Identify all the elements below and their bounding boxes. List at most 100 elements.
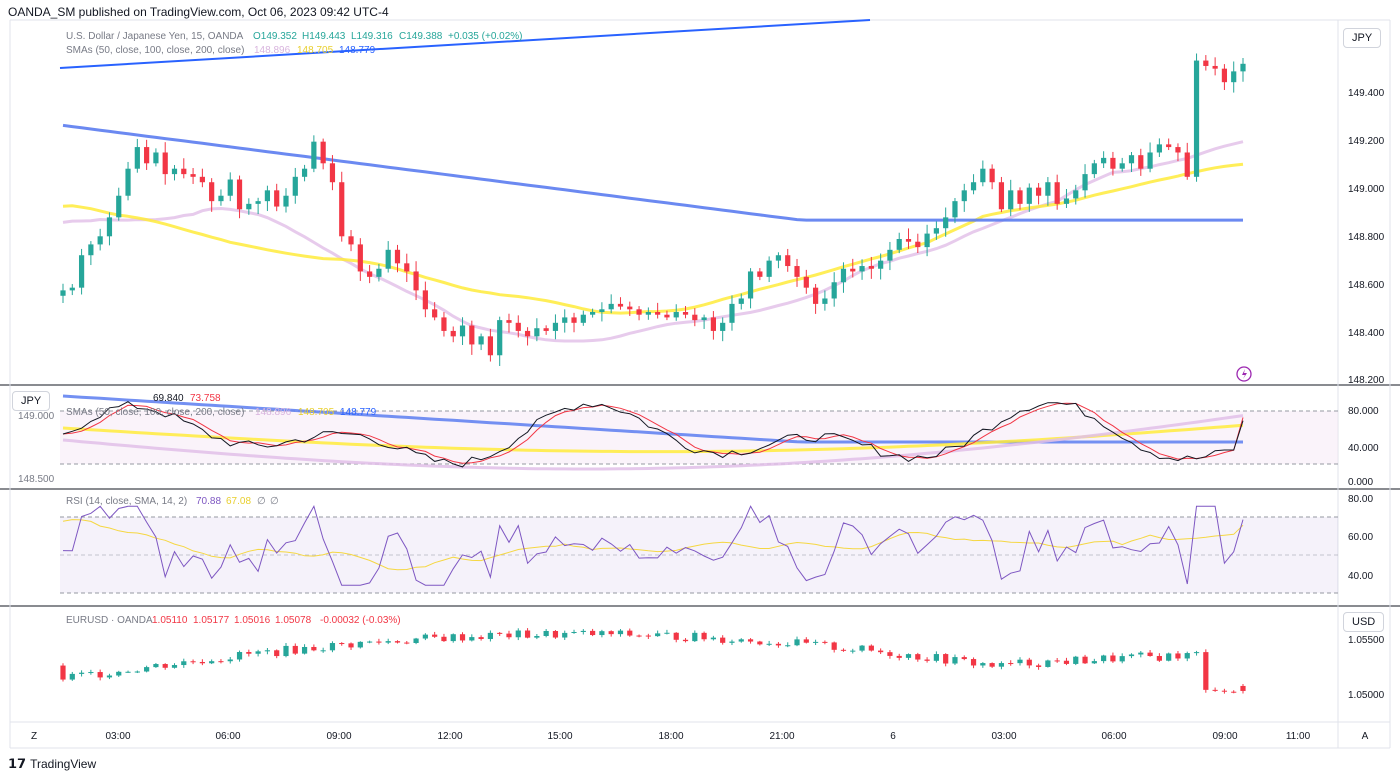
candle-body	[645, 312, 651, 315]
eurusd-candle-body	[692, 632, 698, 642]
candle-body	[552, 322, 559, 331]
candle-body	[292, 176, 298, 196]
eurusd-candle-body	[1110, 655, 1116, 662]
price-tick: 149.200	[1348, 136, 1385, 147]
footer-brand[interactable]: 𝟭𝟳 TradingView	[8, 756, 96, 772]
candle-body	[441, 317, 447, 331]
candle-body	[385, 249, 391, 269]
candle-body	[980, 168, 986, 183]
candle-body	[404, 263, 410, 272]
eurusd-candle-body	[116, 671, 122, 676]
publish-header: OANDA_SM published on TradingView.com, O…	[8, 5, 389, 19]
candle-body	[144, 147, 150, 164]
eurusd-high: 1.05177	[193, 615, 230, 626]
time-tick: 15:00	[547, 731, 572, 742]
time-tick: 09:00	[1212, 731, 1237, 742]
candle-body	[1156, 144, 1162, 153]
eurusd-candle-body	[590, 630, 596, 636]
candle-body	[394, 249, 401, 264]
eurusd-close: 1.05078	[275, 615, 312, 626]
eurusd-label: EURUSD · OANDA	[66, 615, 153, 626]
eurusd-candle-body	[274, 650, 280, 657]
candle-body	[422, 290, 428, 310]
eurusd-pane[interactable]	[60, 628, 1246, 694]
candle-body	[812, 287, 819, 304]
candle-body	[311, 141, 317, 169]
eurusd-candle-body	[747, 639, 754, 642]
eurusd-candle-body	[627, 630, 633, 636]
eurusd-candle-body	[924, 659, 930, 661]
candle-body	[329, 163, 336, 183]
eurusd-candle-body	[459, 634, 466, 641]
rsi-label: RSI (14, close, SMA, 14, 2)	[66, 496, 187, 507]
eurusd-candle-body	[190, 661, 196, 663]
candle-body	[1212, 65, 1218, 69]
candle-body	[822, 298, 828, 304]
candle-body	[1240, 63, 1246, 72]
eurusd-candle-body	[311, 646, 317, 651]
trend-line[interactable]	[59, 19, 871, 69]
eurusd-candle-body	[682, 639, 689, 642]
candle-body	[357, 244, 363, 272]
eurusd-candle-body	[562, 632, 568, 638]
auto-scale-button[interactable]: A	[1362, 731, 1369, 742]
eurusd-candle-body	[933, 654, 939, 661]
eurusd-candle-body	[292, 645, 298, 654]
rsi-sma-line	[62, 519, 1244, 571]
sma-lines	[62, 123, 1244, 343]
price-tick: 148.200	[1348, 375, 1385, 386]
sma100-line	[62, 162, 1244, 315]
eurusd-candle-body	[617, 630, 624, 635]
eurusd-candle-body	[97, 672, 103, 678]
rsi-na-2: ∅	[270, 496, 279, 507]
candle-body	[1166, 144, 1172, 148]
eurusd-candle-body	[1008, 663, 1014, 665]
candle-body	[1008, 190, 1014, 210]
eurusd-candle-body	[1045, 660, 1051, 667]
alert-icon[interactable]	[1236, 366, 1252, 382]
candle-body	[171, 168, 178, 175]
time-axis[interactable]: 03:00 06:00 09:00 12:00 15:00 18:00 21:0…	[31, 731, 1369, 742]
rsi-pane[interactable]	[60, 505, 1338, 594]
candle-body	[497, 320, 503, 356]
candle-body	[580, 314, 586, 323]
candle-body	[97, 236, 103, 245]
eurusd-candle-body	[524, 630, 531, 638]
currency-label-usd[interactable]: USD	[1343, 612, 1385, 632]
candle-body	[664, 314, 670, 318]
candle-body	[1231, 71, 1237, 83]
zoom-button[interactable]: Z	[31, 731, 37, 742]
eurusd-candle-body	[1147, 652, 1153, 657]
eurusd-candle-body	[1184, 653, 1190, 659]
price-tick: 148.600	[1348, 280, 1385, 291]
price-axis[interactable]: 149.400 149.200 149.000 148.800 148.600 …	[1348, 88, 1385, 386]
eurusd-candle-body	[246, 652, 252, 654]
eurusd-candle-body	[1063, 660, 1070, 664]
eurusd-candle-body	[1175, 653, 1181, 659]
eurusd-candle-body	[125, 671, 131, 673]
eurusd-candle-body	[1240, 685, 1246, 691]
rsi-sma-value: 67.08	[226, 496, 251, 507]
stoch-tick: 80.000	[1348, 406, 1379, 417]
eurusd-candle-body	[859, 645, 865, 651]
candle-body	[1054, 182, 1060, 204]
eurusd-candle-body	[218, 661, 224, 663]
candle-body	[1091, 163, 1097, 175]
eurusd-candle-body	[720, 637, 726, 643]
candle-body	[543, 328, 549, 331]
eurusd-low: 1.05016	[234, 615, 271, 626]
eurusd-candles	[60, 628, 1246, 694]
stochastic-pane[interactable]	[60, 394, 1338, 471]
eurusd-candle-body	[952, 657, 958, 664]
main-price-pane[interactable]	[59, 19, 1246, 366]
eurusd-candle-body	[943, 654, 949, 664]
stoch-tick: 0.000	[1348, 477, 1373, 488]
candle-body	[970, 182, 977, 191]
candle-body	[367, 271, 373, 277]
eurusd-candle-body	[673, 632, 679, 640]
currency-label-jpy-overlay[interactable]: JPY	[12, 391, 51, 411]
currency-label-jpy[interactable]: JPY	[1343, 28, 1382, 48]
eurusd-candle-body	[506, 633, 512, 638]
candle-body	[134, 147, 140, 169]
